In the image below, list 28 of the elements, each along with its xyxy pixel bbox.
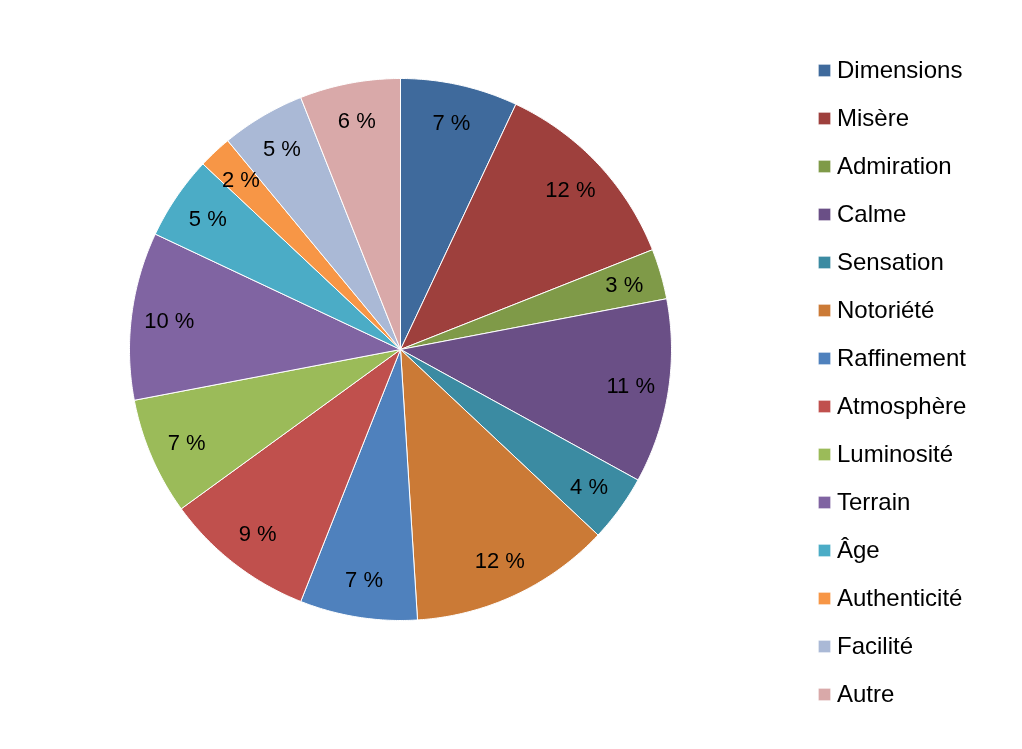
legend-label: Âge — [837, 536, 880, 564]
legend-label: Atmosphère — [837, 392, 967, 420]
legend-label: Autre — [837, 680, 895, 708]
legend-label: Calme — [837, 200, 907, 228]
legend-label: Facilité — [837, 632, 914, 660]
legend-label: Raffinement — [837, 344, 966, 372]
data-label: 3 % — [605, 271, 644, 297]
data-label: 10 % — [144, 307, 195, 333]
legend-label: Luminosité — [837, 440, 954, 468]
data-label: 11 % — [606, 373, 655, 399]
legend-label: Terrain — [837, 488, 911, 516]
legend-label: Misère — [837, 104, 910, 132]
legend-label: Sensation — [837, 248, 944, 276]
data-label: 9 % — [238, 521, 277, 547]
data-label: 7 % — [432, 109, 471, 135]
data-label: 12 % — [545, 177, 596, 203]
legend-label: Dimensions — [837, 56, 963, 84]
data-label: 6 % — [337, 108, 376, 134]
data-label: 5 % — [262, 136, 301, 162]
data-label: 2 % — [222, 167, 260, 193]
data-label: 5 % — [188, 206, 227, 231]
legend-label: Authenticité — [837, 584, 963, 612]
data-label: 7 % — [345, 567, 384, 593]
legend-label: Admiration — [837, 152, 952, 180]
data-label: 7 % — [167, 429, 206, 455]
data-label: 12 % — [474, 547, 525, 573]
data-label: 4 % — [570, 473, 609, 499]
legend-label: Notoriété — [837, 296, 935, 324]
